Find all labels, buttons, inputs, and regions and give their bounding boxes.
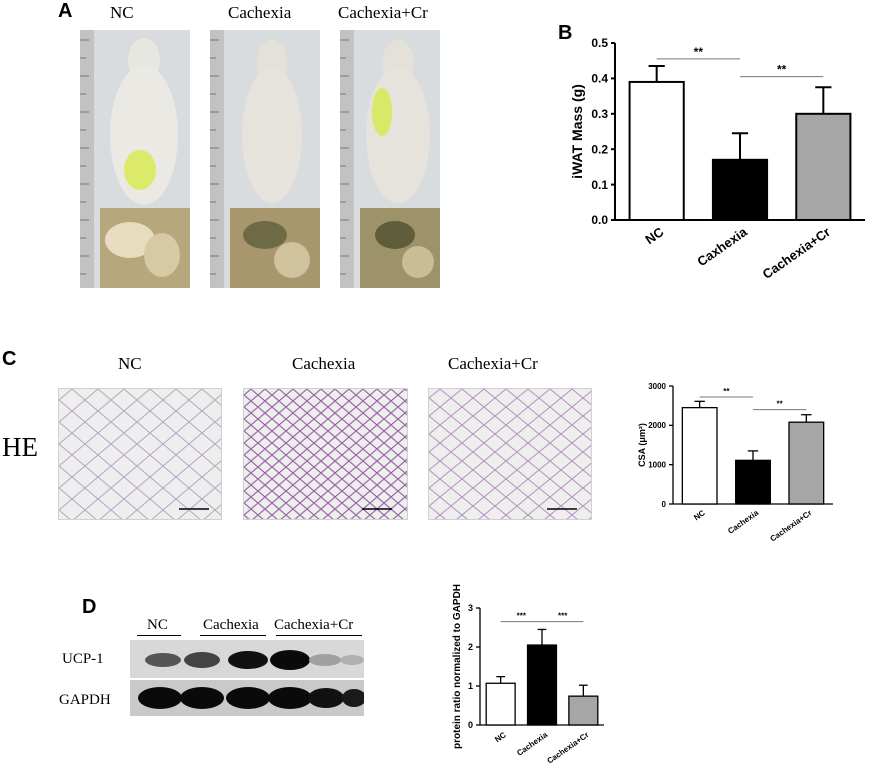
iwat-mass-chart: 0.0 0.1 0.2 0.3 0.4 0.5 iWAT Mass (g) NC Caxhexi… [569, 36, 865, 282]
y-tick-label: 0.5 [591, 36, 608, 50]
category-label: Cachexia [726, 508, 760, 536]
underline-cachexia-cr [276, 635, 362, 636]
bar-nc [485, 682, 516, 726]
panel-d-label-nc: NC [147, 617, 168, 633]
bar-cachexia [526, 644, 558, 726]
category-label: Cachexia+Cr [545, 730, 590, 765]
category-label: Cachexia [515, 730, 549, 758]
panel-d-label-cachexia-cr: Cachexia+Cr [274, 617, 354, 633]
mouse-photo-nc [80, 30, 190, 288]
y-tick-label: 3000 [648, 382, 666, 391]
y-tick-label: 0.4 [591, 72, 608, 86]
category-label: Cachexia+Cr [768, 508, 813, 543]
bar-cachexia-cr [788, 421, 825, 505]
category-label: NC [493, 730, 508, 744]
panel-a-label-nc: NC [110, 3, 134, 22]
bar-cachexia-cr [568, 695, 599, 726]
blot-label-ucp1: UCP-1 [62, 651, 104, 667]
y-tick-label: 1 [468, 681, 473, 691]
y-tick-label: 3 [468, 603, 473, 613]
he-image-cachexia [243, 388, 408, 520]
ucp1-blot [130, 640, 364, 678]
category-label: Caxhexia [694, 224, 750, 269]
significance-label: ** [723, 387, 730, 396]
y-tick-label: 0 [468, 720, 473, 730]
y-axis-label: protein ratio normalized to GAPDH [452, 584, 463, 749]
ucp1-ratio-chart: 0 1 2 3 protein ratio normalized to GAPDH NC C… [452, 584, 604, 766]
gapdh-blot [130, 680, 366, 716]
panel-b-letter: B [558, 22, 573, 44]
y-axis-label: iWAT Mass (g) [569, 84, 585, 179]
y-tick-label: 0.0 [591, 213, 608, 227]
panel-c-label-cachexia: Cachexia [292, 354, 356, 373]
panel-a-letter: A [58, 0, 73, 22]
panel-a-label-cachexia: Cachexia [228, 3, 292, 22]
panel-c-label-nc: NC [118, 354, 142, 373]
y-tick-label: 0 [662, 500, 667, 509]
significance-label: ** [777, 400, 784, 409]
he-image-cachexia-cr [428, 388, 592, 520]
bar-cachexia-cr [795, 112, 852, 221]
y-axis-label: CSA (μm²) [637, 423, 647, 467]
panel-c-letter: C [2, 348, 17, 370]
csa-chart: 0 1000 2000 3000 CSA (μm²) NC Cachexia Cachexia… [637, 382, 833, 544]
panel-c-label-cachexia-cr: Cachexia+Cr [448, 354, 538, 373]
he-row-label: HE [2, 432, 38, 462]
significance-label: ** [694, 45, 704, 59]
y-tick-label: 1000 [648, 460, 666, 469]
y-tick-label: 0.1 [591, 178, 608, 192]
y-tick-label: 2 [468, 642, 473, 652]
underline-cachexia [200, 635, 266, 636]
bar-cachexia [735, 459, 771, 505]
y-tick-label: 2000 [648, 421, 666, 430]
panel-d-letter: D [82, 596, 97, 618]
category-label: NC [692, 508, 707, 522]
category-label: Cachexia+Cr [760, 224, 833, 282]
significance-label: ** [777, 63, 787, 77]
he-image-nc [58, 388, 222, 520]
mouse-photo-cachexia [210, 30, 320, 288]
blot-label-gapdh: GAPDH [59, 692, 111, 708]
bar-nc [681, 406, 718, 505]
mouse-photo-cachexia-cr [340, 30, 440, 288]
bar-caxhexia [711, 158, 769, 222]
panel-d-label-cachexia: Cachexia [203, 617, 259, 633]
significance-label: *** [558, 612, 568, 621]
y-tick-label: 0.3 [591, 107, 608, 121]
underline-nc [137, 635, 181, 636]
bar-nc [628, 80, 685, 221]
significance-label: *** [517, 612, 527, 621]
panel-a-label-cachexia-cr: Cachexia+Cr [338, 3, 428, 22]
y-tick-label: 0.2 [591, 142, 608, 156]
category-label: NC [642, 224, 666, 247]
